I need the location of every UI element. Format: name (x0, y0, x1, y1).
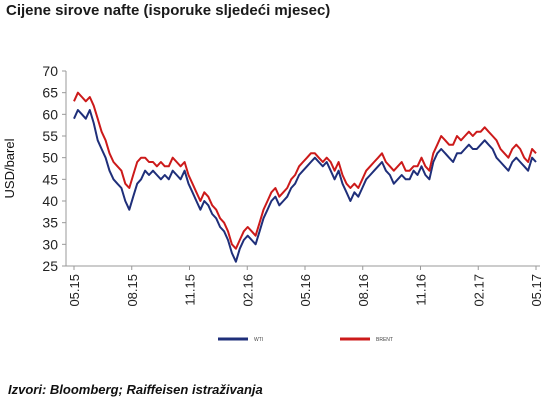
y-tick-label: 70 (42, 63, 58, 79)
x-tick-label: 08.16 (356, 274, 371, 307)
line-chart: 25 30 35 40 45 50 55 60 65 70 05.15 08.15 11.15 02.16… (2, 63, 544, 343)
y-tick-label: 30 (42, 236, 58, 252)
x-tick-label: 02.17 (471, 274, 486, 307)
x-tick-label: 05.15 (67, 274, 82, 307)
source-note: Izvori: Bloomberg; Raiffeisen istraživan… (8, 382, 263, 397)
y-tick-label: 55 (42, 128, 58, 144)
y-tick-label: 35 (42, 215, 58, 231)
x-tick-label: 02.16 (240, 274, 255, 307)
legend-label-wti: WTI (254, 337, 263, 343)
y-tick-label: 40 (42, 193, 58, 209)
y-tick-label: 60 (42, 106, 58, 122)
y-tick-label: 25 (42, 258, 58, 274)
legend-label-brent: BRENT (376, 337, 393, 343)
chart-title: Cijene sirove nafte (isporuke sljedeći m… (6, 2, 331, 19)
y-axis-title: USD/barel (2, 138, 17, 198)
x-tick-label: 05.16 (298, 274, 313, 307)
series-line-wti (73, 109, 537, 263)
x-tick-label: 08.15 (125, 274, 140, 307)
y-tick-label: 65 (42, 85, 58, 101)
y-tick-label: 50 (42, 150, 58, 166)
x-tick-label: 11.16 (414, 274, 429, 306)
x-tick-label: 05.17 (529, 274, 544, 307)
y-tick-label: 45 (42, 171, 58, 187)
x-tick-label: 11.15 (183, 274, 198, 306)
series-line-brent (73, 91, 537, 250)
